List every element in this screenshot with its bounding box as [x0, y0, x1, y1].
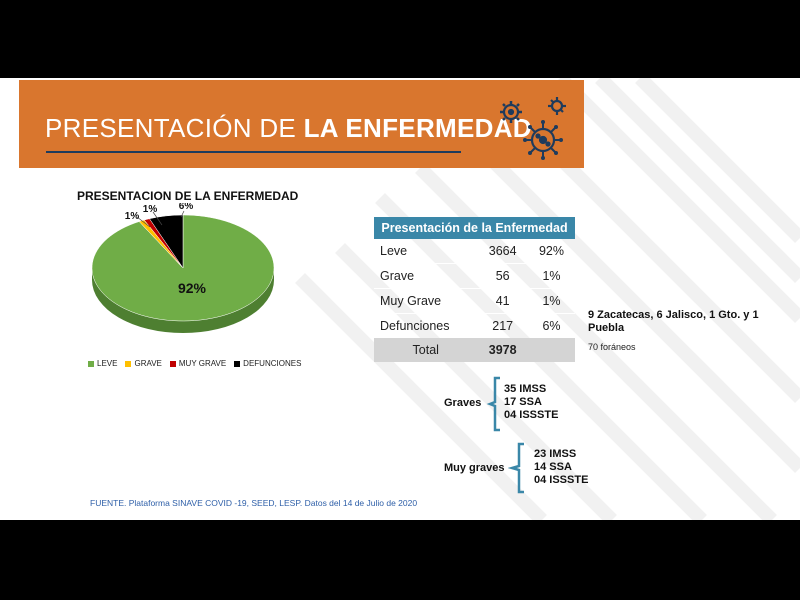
row-label: Leve	[380, 244, 408, 258]
pie-chart: 92% 1%1% 6%	[91, 203, 275, 333]
source-note: FUENTE. Plataforma SINAVE COVID -19, SEE…	[90, 498, 418, 508]
legend-item-grave: GRAVE	[125, 359, 162, 368]
table-row: Grave 56 1%	[374, 263, 575, 289]
legend-swatch	[125, 360, 132, 367]
row-count: 3664	[488, 244, 517, 258]
legend-label: LEVE	[97, 359, 118, 368]
muy-graves-item: 04 ISSSTE	[534, 474, 589, 486]
table-header: Presentación de la Enfermedad	[374, 217, 575, 239]
title-banner: PRESENTACIÓN DE LA ENFERMEDAD	[19, 80, 584, 168]
row-count: 56	[477, 263, 528, 289]
row-label: Grave	[374, 263, 478, 289]
row-pct: 1%	[527, 263, 575, 289]
total-value: 3978	[477, 338, 528, 362]
title-underline	[46, 151, 461, 153]
graves-bracket	[486, 376, 500, 432]
legend-swatch	[169, 360, 176, 367]
graves-list: 35 IMSS 17 SSA 04 ISSSTE	[504, 383, 558, 422]
row-count: 41	[477, 288, 528, 314]
muy-graves-label: Muy graves	[444, 462, 505, 474]
chart-title: PRESENTACION DE LA ENFERMEDAD	[77, 189, 299, 203]
total-label: Total	[374, 338, 478, 362]
pie-data-label: 1%	[143, 204, 158, 215]
legend-swatch	[88, 360, 94, 367]
legend-item-muy-grave: MUY GRAVE	[169, 359, 227, 368]
chart-legend: LEVE GRAVE MUY GRAVE DEFUNCIONES	[88, 359, 301, 368]
pie-slice-defunciones	[149, 214, 184, 269]
graves-item: 04 ISSSTE	[504, 409, 559, 421]
virus-gears-icon	[500, 97, 566, 160]
title-regular: PRESENTACIÓN DE	[45, 113, 304, 143]
muy-graves-item: 14 SSA	[534, 461, 572, 473]
pie-leader-line	[180, 210, 185, 218]
pie-leader-line	[152, 211, 163, 226]
pie-data-label: 6%	[179, 203, 194, 212]
row-count: 217	[477, 313, 528, 338]
page-title: PRESENTACIÓN DE LA ENFERMEDAD	[45, 113, 532, 144]
legend-item-defunciones: DEFUNCIONES	[234, 359, 301, 368]
title-bold: LA ENFERMEDAD	[303, 113, 532, 143]
foraneos-count: 70 foráneos	[588, 342, 636, 352]
muy-graves-item: 23 IMSS	[534, 448, 577, 460]
row-pct: 1%	[527, 288, 575, 314]
pie-leader-line	[136, 216, 151, 228]
graves-item: 35 IMSS	[504, 383, 547, 395]
total-empty	[527, 338, 575, 362]
table-row: Muy Grave 41 1%	[374, 288, 575, 314]
legend-swatch	[234, 360, 241, 367]
table-row: Leve 3664 92%	[374, 239, 575, 264]
muy-graves-list: 23 IMSS 14 SSA 04 ISSSTE	[534, 448, 588, 487]
table-header-row: Presentación de la Enfermedad	[374, 217, 575, 239]
foraneos-detail: 9 Zacatecas, 6 Jalisco, 1 Gto. y 1 Puebl…	[588, 309, 759, 334]
legend-item-leve: LEVE	[88, 359, 117, 368]
graves-item: 17 SSA	[504, 396, 542, 408]
pie-data-label: 1%	[125, 211, 140, 222]
row-label: Muy Grave	[374, 288, 478, 314]
row-pct: 6%	[527, 313, 575, 338]
muy-graves-bracket	[508, 442, 524, 494]
graves-label: Graves	[444, 397, 482, 409]
table-total-row: Total 3978	[374, 338, 575, 362]
slide: PRESENTACIÓN DE LA ENFERMEDAD	[0, 78, 800, 520]
legend-label: DEFUNCIONES	[243, 359, 302, 368]
table-row: Defunciones 217 6%	[374, 313, 575, 338]
row-label: Defunciones	[374, 313, 478, 338]
legend-label: GRAVE	[134, 359, 162, 368]
pie-data-label: 92%	[178, 280, 207, 296]
legend-label: MUY GRAVE	[178, 359, 227, 368]
pie-side-wall	[92, 268, 274, 333]
summary-table: Presentación de la Enfermedad Leve 3664 92…	[374, 217, 575, 362]
row-pct: 92%	[538, 244, 564, 258]
